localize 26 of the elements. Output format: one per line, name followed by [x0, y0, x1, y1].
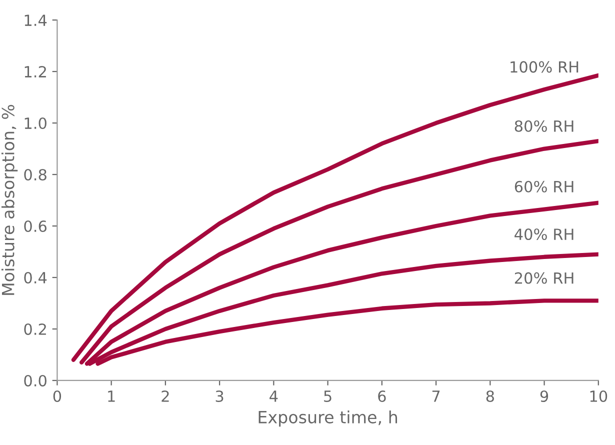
x-tick-label: 9: [540, 390, 548, 402]
y-tick-label: 0.8: [24, 168, 46, 181]
x-tick-label: 10: [590, 390, 608, 402]
y-tick-label: 1.2: [24, 66, 46, 78]
series-label: 40% RH: [514, 228, 574, 240]
y-tick-label: 0.2: [24, 323, 46, 336]
y-tick-label: 1.4: [24, 14, 47, 26]
y-tick-label: 0.0: [24, 374, 46, 386]
x-tick-label: 3: [216, 390, 224, 402]
series-label: 80% RH: [514, 120, 574, 132]
x-tick-label: 0: [53, 390, 62, 402]
y-axis-title: Moisture absorption, %: [1, 104, 18, 295]
series-label: 60% RH: [514, 180, 574, 192]
y-tick-label: 0.4: [24, 272, 47, 284]
x-tick-label: 8: [486, 390, 494, 402]
series-label: 100% RH: [510, 61, 578, 73]
x-tick-label: 1: [108, 390, 115, 402]
x-axis-title: Exposure time, h: [258, 410, 398, 427]
series-label: 20% RH: [514, 272, 574, 284]
x-tick-label: 4: [270, 390, 278, 402]
y-tick-label: 1.0: [24, 117, 46, 130]
x-tick-label: 6: [378, 390, 386, 402]
x-tick-label: 2: [162, 390, 169, 402]
x-tick-label: 7: [432, 390, 440, 402]
x-tick-label: 5: [324, 390, 332, 402]
y-tick-label: 0.6: [24, 220, 47, 232]
